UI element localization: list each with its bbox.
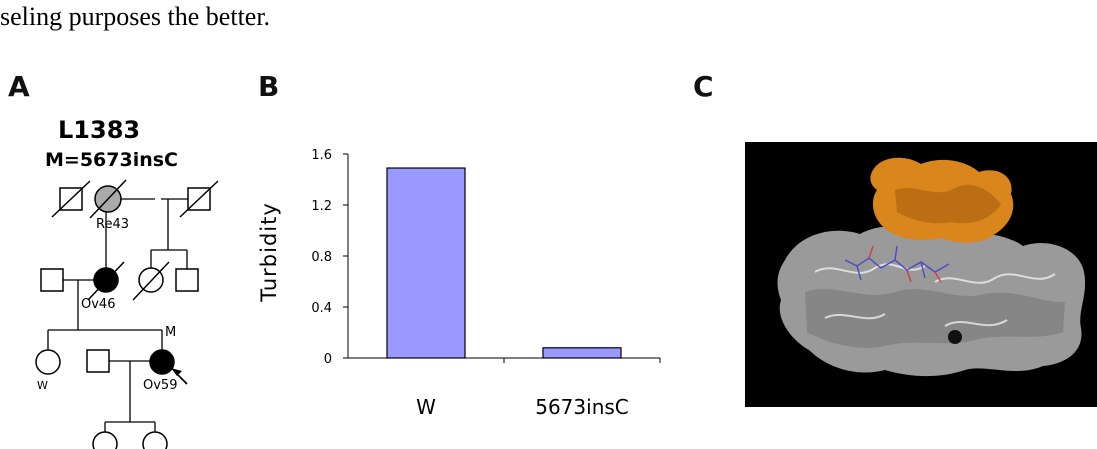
protein-highlight-shading: [895, 184, 1001, 224]
deceased-slash: [89, 179, 127, 219]
y-tick-label: 1.6: [311, 148, 332, 163]
panel-label-b: B: [258, 70, 280, 103]
female-symbol: [35, 349, 61, 375]
ligand-sticks: [844, 245, 950, 281]
wild-type-marker: W: [37, 379, 48, 392]
turbidity-bar-chart: 0 0.4 0.8 1.2 1.6 W 5673insC Turbidity: [257, 148, 661, 419]
deceased-slash: [51, 180, 91, 218]
caption-text-fragment: seling purposes the better.: [0, 2, 271, 31]
pedigree-family-id: L1383: [58, 116, 140, 144]
mutation-carrier-marker: M: [165, 325, 176, 340]
pedigree-diagram: L1383 M=5673insC: [35, 116, 219, 449]
proband-female-symbol: [149, 349, 175, 375]
female-symbol: [92, 431, 118, 449]
protein-structure-render: [777, 157, 1086, 377]
proband-arrow-icon: [171, 368, 188, 385]
male-symbol: [175, 268, 199, 292]
male-symbol: [86, 349, 110, 373]
bar-0: [386, 167, 466, 359]
x-tick-label: 5673insC: [535, 395, 629, 419]
male-symbol: [40, 268, 64, 292]
y-tick-label: 0.4: [311, 301, 332, 316]
x-tick-label: W: [416, 395, 436, 419]
protein-structure-image: [745, 142, 1097, 407]
y-tick-label: 0: [324, 352, 332, 367]
individual-label-ov59: Ov59: [143, 378, 177, 393]
protein-surface-shading: [805, 289, 1065, 348]
panel-label-a: A: [8, 70, 30, 103]
panel-label-c: C: [693, 70, 714, 103]
ligand-sticks-red: [868, 245, 942, 283]
individual-label-re43: Re43: [96, 217, 129, 232]
deceased-slash: [132, 261, 170, 301]
female-symbol: [142, 431, 168, 449]
deceased-slash: [179, 180, 219, 218]
y-axis-label: Turbidity: [257, 202, 281, 303]
surface-pocket: [948, 330, 962, 344]
chart-tick-labels: 0 0.4 0.8 1.2 1.6 W 5673insC: [311, 148, 628, 419]
pedigree-mutation-label: M=5673insC: [45, 149, 178, 171]
y-tick-label: 1.2: [311, 199, 332, 214]
individual-label-ov46: Ov46: [81, 297, 115, 312]
chart-bars: [386, 167, 622, 359]
deceased-slash: [87, 261, 125, 301]
bar-1: [542, 347, 622, 359]
y-tick-label: 0.8: [311, 250, 332, 265]
